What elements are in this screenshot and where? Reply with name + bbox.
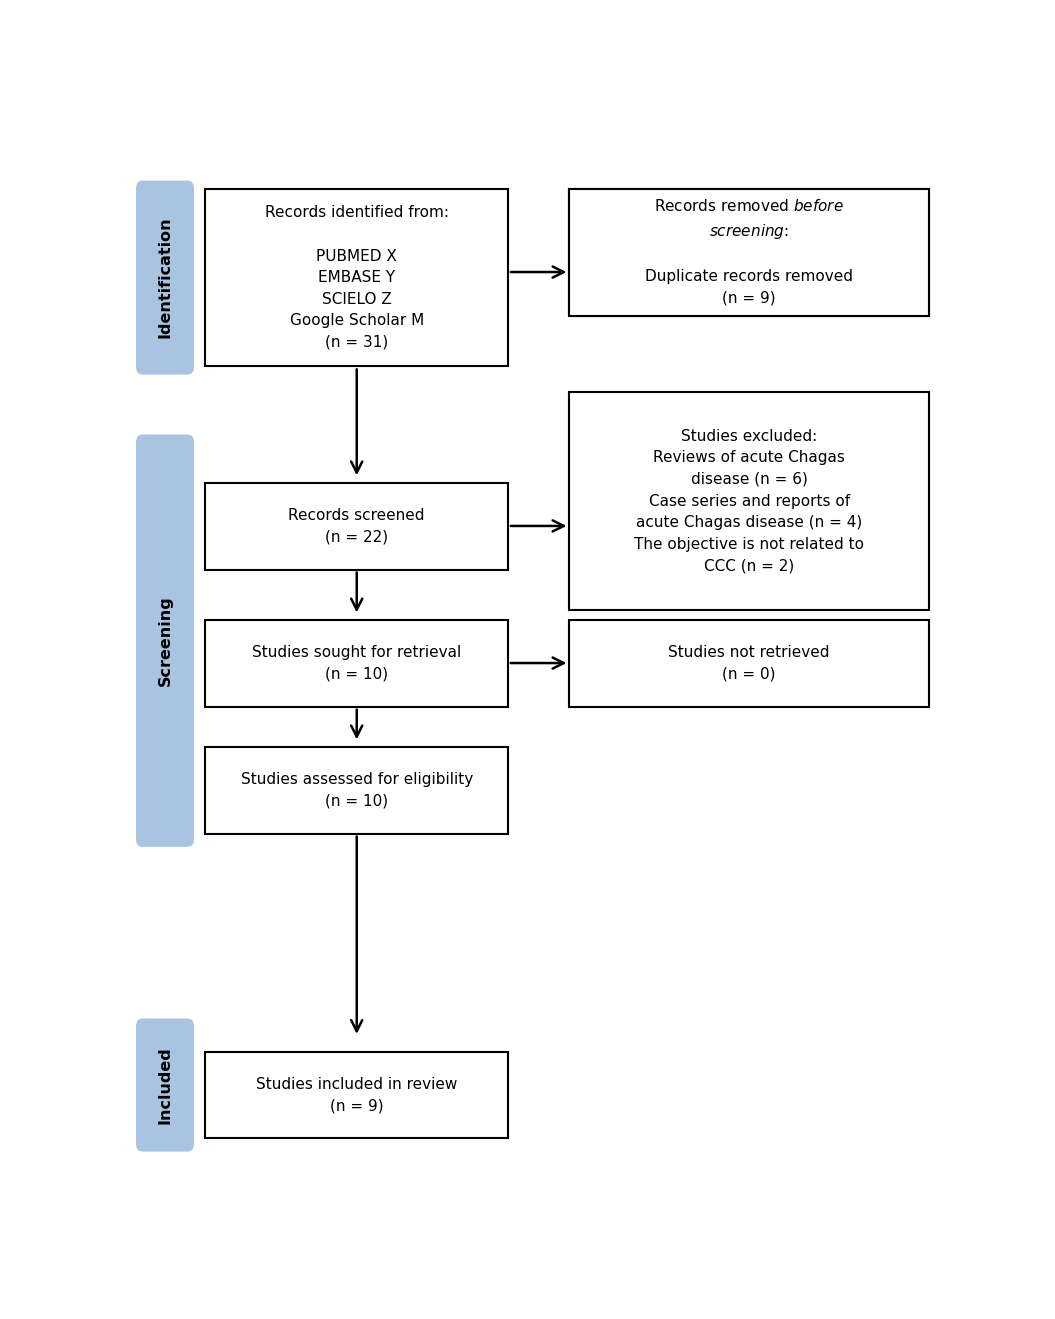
FancyBboxPatch shape: [206, 620, 509, 707]
Text: Records identified from:

PUBMED X
EMBASE Y
SCIELO Z
Google Scholar M
(n = 31): Records identified from: PUBMED X EMBASE…: [265, 206, 448, 350]
Text: Studies sought for retrieval
(n = 10): Studies sought for retrieval (n = 10): [252, 645, 461, 682]
Text: Studies excluded:
Reviews of acute Chagas
disease (n = 6)
Case series and report: Studies excluded: Reviews of acute Chaga…: [634, 429, 864, 574]
Text: Identification: Identification: [157, 216, 172, 339]
FancyBboxPatch shape: [570, 620, 929, 707]
Text: Screening: Screening: [157, 595, 172, 686]
FancyBboxPatch shape: [206, 1053, 509, 1138]
FancyBboxPatch shape: [136, 434, 194, 847]
FancyBboxPatch shape: [570, 392, 929, 611]
Text: Records removed before
screening:

Duplicate records removed
(n = 9): Records removed before screening: Duplic…: [646, 202, 853, 303]
FancyBboxPatch shape: [206, 189, 509, 367]
Text: Studies included in review
(n = 9): Studies included in review (n = 9): [256, 1076, 458, 1113]
FancyBboxPatch shape: [136, 181, 194, 375]
Text: Records removed $\it{before}$
$\it{screening}$:

Duplicate records removed
(n = : Records removed $\it{before}$ $\it{scree…: [646, 198, 853, 306]
Text: Studies assessed for eligibility
(n = 10): Studies assessed for eligibility (n = 10…: [241, 772, 473, 809]
Text: Records screened
(n = 22): Records screened (n = 22): [288, 508, 425, 545]
FancyBboxPatch shape: [570, 189, 929, 315]
FancyBboxPatch shape: [136, 1018, 194, 1151]
FancyBboxPatch shape: [206, 748, 509, 834]
Text: Studies not retrieved
(n = 0): Studies not retrieved (n = 0): [669, 645, 830, 682]
FancyBboxPatch shape: [570, 189, 929, 315]
Text: Included: Included: [157, 1046, 172, 1124]
FancyBboxPatch shape: [206, 483, 509, 570]
